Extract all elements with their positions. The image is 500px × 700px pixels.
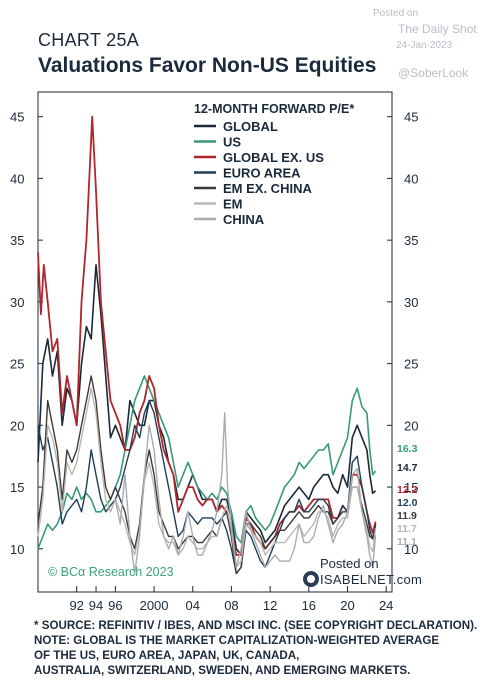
legend-entry: GLOBAL [223,119,278,134]
y-tick-label-right: 25 [404,357,418,372]
watermark-source: The Daily Shot [398,22,477,36]
legend-entry: GLOBAL EX. US [223,150,324,165]
series-line-em [37,387,377,568]
footnote-line-2: NOTE: GLOBAL IS THE MARKET CAPITALIZATIO… [34,634,440,647]
footnote-line-4: AUSTRALIA, SWITZERLAND, SWEDEN, AND EMER… [34,664,411,677]
y-tick-label-left: 30 [10,295,24,310]
watermark-posted: Posted on [373,8,419,19]
y-tick-label-right: 35 [404,233,418,248]
axes-layer: 10 10 15 15 20 20 25 25 30 30 35 35 40 40 45 45 92 94 96 20… [10,91,418,613]
series-line-global-ex-us [37,115,377,556]
isabelnet-logo-icon [303,571,319,587]
series-layer [37,115,377,575]
isabelnet-name: ISABELNET.com [320,572,423,587]
end-label-china: 11.1 [397,536,417,548]
x-tick-label: 92 [69,598,83,613]
footnote-line-3: OF THE US, EURO AREA, JAPAN, UK, CANADA, [34,649,300,662]
legend-entry: CHINA [223,212,265,227]
series-line-china [114,412,377,575]
x-tick-label: 04 [186,598,200,613]
plot-frame [37,91,393,593]
legend-title: 12-MONTH FORWARD P/E* [194,102,354,116]
y-tick-label-left: 25 [10,357,24,372]
x-tick-label: 16 [302,598,316,613]
y-tick-label-left: 15 [10,480,24,495]
legend-entry: EM [223,197,243,212]
footnote: * SOURCE: REFINITIV / IBES, AND MSCI INC… [34,618,494,678]
y-tick-label-left: 40 [10,171,24,186]
x-tick-label: 2000 [140,598,169,613]
y-tick-label-left: 45 [10,110,24,125]
legend-entry: EM EX. CHINA [223,181,312,196]
y-tick-label-right: 30 [404,295,418,310]
y-tick-label-right: 15 [404,480,418,495]
end-label-global: 14.7 [397,462,418,474]
legend-entry: US [223,135,241,150]
end-label-em: 11.7 [397,523,417,535]
y-tick-label-left: 35 [10,233,24,248]
y-tick-label-right: 20 [404,418,418,433]
y-tick-label-left: 20 [10,418,24,433]
chart-title: Valuations Favor Non-US Equities [38,54,377,77]
x-tick-label: 96 [108,598,122,613]
end-value-labels: 16.3 14.7 12.212.011.911.711.1 [397,443,418,548]
end-label-em-ex-china: 11.9 [397,510,417,522]
legend-entry: EURO AREA [223,166,301,181]
x-tick-label: 08 [224,598,238,613]
y-tick-label-left: 10 [10,542,24,557]
bca-research-brand: © BCα Research 2023 [48,565,174,579]
y-tick-label-right: 45 [404,110,418,125]
end-label-global-ex-us: 12.2 [397,484,418,496]
end-label-us: 16.3 [397,443,418,455]
x-tick-label: 20 [340,598,354,613]
x-tick-label: 12 [263,598,277,613]
series-line-euro-area [37,399,377,575]
y-tick-label-right: 40 [404,171,418,186]
watermark-handle: @SoberLook [398,66,469,80]
watermark-date: 24-Jan-2023 [396,40,453,51]
y-tick-label-right: 10 [404,542,418,557]
end-label-euro-area: 12.0 [397,497,418,509]
x-tick-label: 24 [379,598,393,613]
chart-label: CHART 25A [38,30,140,50]
isabelnet-posted: Posted on [320,556,379,571]
footnote-line-1: * SOURCE: REFINITIV / IBES, AND MSCI INC… [34,619,478,632]
x-tick-label: 94 [89,598,103,613]
series-line-us [37,375,377,550]
